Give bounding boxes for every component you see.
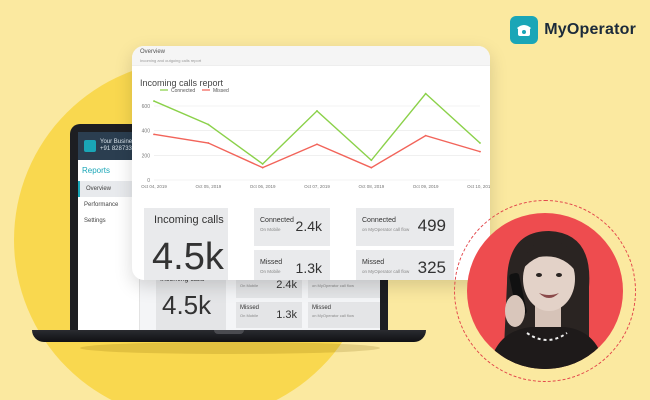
business-name: Your Business N bbox=[100, 139, 145, 145]
sidebar-item-settings[interactable]: Settings bbox=[84, 218, 106, 224]
data-point-connected bbox=[316, 110, 318, 112]
data-point-missed bbox=[370, 166, 373, 169]
legend-label-missed: Missed bbox=[213, 88, 229, 94]
laptop-incoming-value: 4.5k bbox=[162, 290, 212, 320]
data-point-missed bbox=[424, 134, 427, 137]
phone-icon bbox=[510, 16, 539, 44]
report-header: Overview Incoming and outgoing calls rep… bbox=[132, 46, 490, 66]
legend-label-connected: Connected bbox=[171, 88, 195, 94]
laptop-base bbox=[32, 330, 426, 342]
laptop-incoming-card: Incoming calls 4.5k bbox=[156, 272, 226, 330]
overview-subtitle: Incoming and outgoing calls report bbox=[140, 58, 202, 63]
sidebar-item-performance[interactable]: Performance bbox=[84, 202, 119, 208]
incoming-calls-card: Incoming calls 4.5k bbox=[144, 208, 228, 280]
laptop-shadow bbox=[80, 342, 380, 354]
data-point-connected bbox=[424, 92, 427, 95]
connected-flow-card: Connected on MyOperator call flow 499 bbox=[356, 208, 454, 246]
x-tick-label: Oct 05, 2019 bbox=[195, 184, 221, 189]
y-tick-label: 0 bbox=[147, 178, 150, 184]
missed-mobile-card: Missed On Mobile 1.3k bbox=[254, 250, 330, 280]
overview-title: Overview bbox=[140, 49, 166, 55]
y-tick-label: 400 bbox=[142, 129, 151, 135]
y-tick-label: 200 bbox=[142, 153, 151, 159]
x-tick-label: Oct 10, 2019 bbox=[467, 184, 490, 189]
series-line-connected bbox=[153, 92, 481, 165]
data-point-connected bbox=[370, 159, 373, 162]
data-point-connected bbox=[261, 163, 264, 165]
brand-logo: MyOperator bbox=[510, 16, 636, 44]
avatar bbox=[467, 213, 623, 369]
app-icon bbox=[84, 140, 96, 152]
incoming-calls-label: Incoming calls bbox=[154, 214, 224, 226]
chart-title: Incoming calls report bbox=[140, 78, 224, 88]
avatar-ring bbox=[454, 200, 636, 382]
series-line-missed bbox=[153, 133, 481, 169]
incoming-calls-value: 4.5k bbox=[152, 236, 224, 278]
person-on-phone-illustration bbox=[489, 231, 605, 369]
laptop-notch bbox=[214, 330, 244, 334]
data-point-missed bbox=[207, 142, 210, 144]
data-point-missed bbox=[261, 166, 264, 169]
data-point-connected bbox=[153, 100, 155, 102]
x-tick-label: Oct 09, 2019 bbox=[413, 184, 439, 189]
sidebar-title: Reports bbox=[82, 166, 111, 175]
incoming-calls-chart: 0 200 400 600 Oct 04, 2019 Oct 05, 2019 Oct 06… bbox=[141, 88, 490, 189]
business-number: +91 8287333000 bbox=[100, 146, 146, 152]
missed-flow-card: Missed on MyOperator call flow 325 bbox=[356, 250, 454, 280]
report-card: Overview Incoming and outgoing calls rep… bbox=[132, 46, 490, 280]
brand-name: MyOperator bbox=[544, 21, 636, 38]
missed-flow-value: 325 bbox=[417, 258, 446, 277]
data-point-missed bbox=[316, 143, 318, 146]
y-tick-label: 600 bbox=[142, 104, 151, 110]
x-tick-label: Oct 08, 2019 bbox=[358, 184, 384, 189]
data-point-missed bbox=[153, 133, 155, 136]
x-tick-label: Oct 06, 2019 bbox=[250, 184, 276, 189]
sidebar-item-overview[interactable]: Overview bbox=[78, 181, 139, 197]
laptop-missed-flow-card: Missed on MyOperator call flow bbox=[308, 302, 380, 328]
data-point-connected bbox=[479, 142, 481, 144]
laptop-missed-card: Missed On Mobile 1.3k bbox=[236, 302, 302, 328]
data-point-connected bbox=[207, 123, 210, 126]
connected-flow-value: 499 bbox=[417, 216, 446, 235]
data-point-missed bbox=[479, 150, 481, 153]
missed-mobile-value: 1.3k bbox=[295, 260, 322, 276]
connected-mobile-value: 2.4k bbox=[295, 218, 322, 234]
x-tick-label: Oct 04, 2019 bbox=[141, 184, 167, 189]
connected-mobile-card: Connected On Mobile 2.4k bbox=[254, 208, 330, 246]
x-tick-label: Oct 07, 2019 bbox=[304, 184, 330, 189]
laptop-sidebar: Reports Overview Performance Settings bbox=[78, 160, 140, 332]
